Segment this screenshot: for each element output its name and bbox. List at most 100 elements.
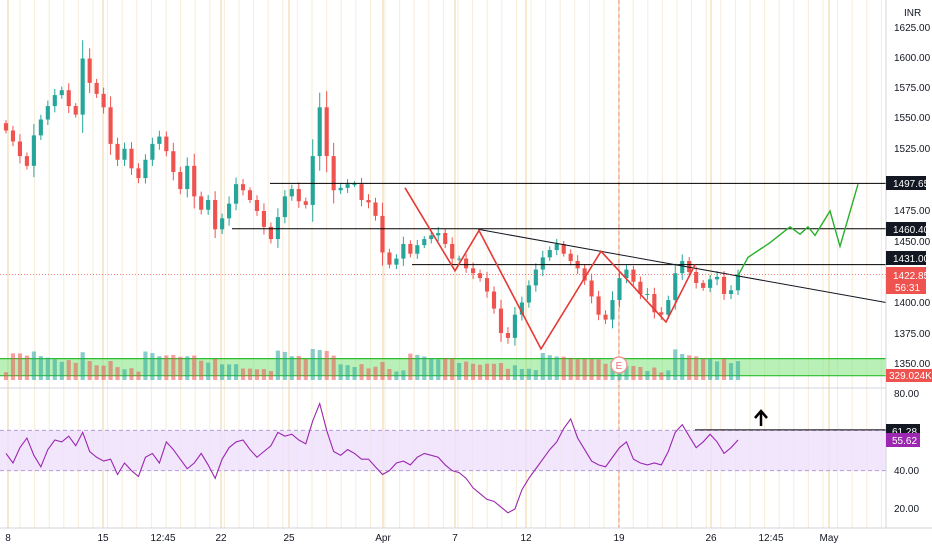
- candle-body: [505, 333, 511, 338]
- volume-bar: [624, 365, 629, 380]
- volume-bar: [582, 359, 587, 380]
- svg-text:55.62: 55.62: [892, 436, 917, 447]
- volume-bar: [519, 369, 524, 380]
- volume-bar: [708, 358, 713, 380]
- candle-body: [359, 184, 364, 201]
- candle-body: [484, 278, 490, 292]
- volume-bar: [129, 368, 134, 380]
- volume-bar: [227, 364, 232, 380]
- price-tick: 1400.00: [894, 298, 931, 309]
- candle-body: [631, 269, 636, 282]
- candle-body: [603, 314, 608, 320]
- volume-bar: [596, 359, 601, 380]
- candle-body: [610, 300, 615, 320]
- volume-bar: [136, 371, 141, 380]
- volume-bar: [471, 363, 476, 380]
- volume-bar: [59, 361, 64, 380]
- candle-body: [728, 290, 734, 294]
- price-tick: 1600.00: [894, 53, 931, 64]
- price-tick: 1450.00: [894, 237, 931, 248]
- candle-body: [80, 58, 85, 115]
- candle-body: [659, 312, 664, 315]
- price-tick: 1625.00: [894, 23, 931, 34]
- price-tick: 1575.00: [894, 83, 931, 94]
- volume-bar: [247, 368, 253, 380]
- candle-body: [652, 293, 657, 313]
- candle-body: [701, 282, 706, 288]
- volume-bar: [331, 355, 336, 380]
- candle-body: [213, 200, 218, 230]
- rsi-tick: 80.00: [894, 389, 919, 400]
- volume-bar: [171, 354, 176, 380]
- candle-body: [617, 278, 622, 301]
- rsi-pane: [0, 401, 886, 514]
- svg-text:1431.00: 1431.00: [893, 254, 930, 265]
- volume-bar: [526, 368, 531, 380]
- svg-text:E: E: [616, 361, 623, 372]
- candle-body: [268, 226, 273, 240]
- candle-body: [540, 257, 545, 270]
- candle-body: [373, 202, 378, 216]
- candle-body: [533, 269, 538, 286]
- volume-bar: [380, 362, 385, 380]
- time-label: 7: [452, 533, 458, 544]
- volume-bar: [721, 358, 727, 380]
- volume-bar: [735, 361, 741, 380]
- candle-body: [345, 184, 350, 188]
- candle-body: [17, 141, 23, 157]
- candle-body: [436, 232, 441, 236]
- time-label: 22: [215, 533, 227, 544]
- candle-body: [387, 252, 392, 265]
- volume-bar: [547, 355, 552, 380]
- time-label: 15: [97, 533, 109, 544]
- candle-body: [38, 119, 43, 136]
- volume-bar: [352, 367, 357, 380]
- currency-label: INR: [904, 8, 921, 19]
- volume-bar: [206, 362, 211, 380]
- candle-body: [338, 187, 343, 191]
- rsi-band: [0, 430, 886, 471]
- time-label: 8: [5, 533, 11, 544]
- candle-body: [450, 243, 455, 259]
- svg-text:329.024K: 329.024K: [889, 371, 932, 382]
- candle-body: [3, 123, 9, 131]
- candle-body: [422, 239, 427, 246]
- volume-bar: [401, 370, 406, 380]
- volume-bar: [436, 359, 441, 380]
- volume-bar: [484, 363, 490, 380]
- volume-bar: [457, 363, 462, 380]
- volume-bar: [233, 364, 239, 380]
- volume-bar: [415, 354, 420, 380]
- candle-body: [303, 201, 308, 205]
- volume-bar: [108, 361, 113, 380]
- candle-body: [66, 90, 71, 107]
- candle-body: [464, 258, 469, 269]
- candle-body: [554, 243, 559, 251]
- volume-bar: [115, 367, 120, 380]
- candle-body: [171, 151, 176, 172]
- volume-bar: [24, 355, 29, 380]
- candle-body: [561, 243, 566, 254]
- candle-body: [687, 261, 692, 272]
- volume-bar: [282, 351, 287, 380]
- volume-bar: [603, 363, 608, 380]
- candle-body: [415, 245, 420, 254]
- volume-bar: [3, 372, 9, 380]
- level-tag-1497: 1497.65: [886, 176, 930, 190]
- candle-body: [394, 258, 399, 265]
- volume-bar: [10, 353, 16, 380]
- earnings-event-icon[interactable]: E: [610, 356, 628, 374]
- volume-bar: [715, 361, 720, 380]
- candle-body: [429, 235, 434, 240]
- candle-body: [645, 293, 650, 295]
- candle-body: [352, 184, 357, 186]
- candle-body: [282, 196, 287, 218]
- drawings: [0, 182, 887, 351]
- volume-bar: [303, 359, 308, 380]
- volume-bar: [568, 358, 573, 380]
- candle-body: [136, 168, 141, 179]
- candle-body: [24, 156, 29, 166]
- candle-body: [443, 232, 448, 244]
- candle-body: [547, 250, 552, 258]
